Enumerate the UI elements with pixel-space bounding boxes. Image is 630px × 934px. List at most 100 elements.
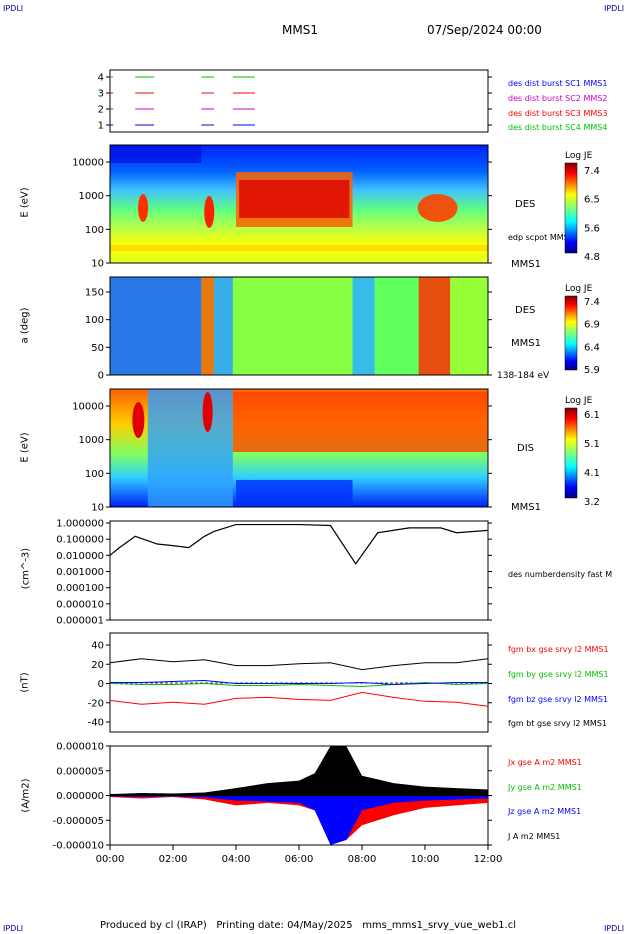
colorbar-dis: 6.1 5.1 4.1 3.2 bbox=[564, 407, 600, 508]
field-legend-bz: fgm bz gse srvy l2 MMS1 bbox=[508, 695, 609, 704]
colorbar-pa: 7.4 6.9 6.4 5.9 bbox=[564, 295, 600, 376]
dis-ytick-label: 1000 bbox=[79, 435, 104, 446]
cb3-tick-label: 3.2 bbox=[584, 497, 600, 508]
pa-stripe bbox=[213, 277, 233, 375]
pa-stripe bbox=[352, 277, 375, 375]
des-core-region bbox=[239, 180, 350, 218]
burst-ytick-label: 1 bbox=[98, 121, 104, 132]
current-legend-jx: Jx gse A m2 MMS1 bbox=[508, 758, 582, 767]
des-blob bbox=[138, 194, 149, 222]
pa-stripe bbox=[110, 277, 202, 375]
colorbar3-title: Log JE bbox=[565, 396, 593, 406]
pa-ytick-label: 100 bbox=[85, 315, 104, 326]
pa-stripe bbox=[201, 277, 214, 375]
colorbar-des: 7.4 6.5 5.6 4.8 bbox=[564, 162, 600, 263]
density-line bbox=[109, 523, 489, 565]
des-spacecraft-label: MMS1 bbox=[511, 259, 541, 270]
field-ytick-label: 20 bbox=[91, 660, 104, 671]
mission-title: MMS1 bbox=[282, 23, 318, 37]
burst-legend-sc4: des dist burst SC4 MMS4 bbox=[508, 123, 608, 132]
cb3-tick-label: 5.1 bbox=[584, 439, 600, 450]
dens-ytick-label: 0.000010 bbox=[56, 599, 104, 610]
pa-ytick-label: 150 bbox=[85, 288, 104, 299]
pa-ytick-label: 50 bbox=[91, 343, 104, 354]
field-ytick-label: 0 bbox=[98, 679, 104, 690]
dens-ytick-label: 0.001000 bbox=[56, 567, 104, 578]
des-ytick-label: 10000 bbox=[72, 158, 104, 169]
dens-ytick-label: 0.000100 bbox=[56, 583, 104, 594]
cb2-tick-label: 6.4 bbox=[584, 342, 600, 353]
cb2-tick-label: 5.9 bbox=[584, 365, 600, 376]
dis-quiet-region bbox=[147, 389, 233, 507]
dis-low-band bbox=[236, 480, 353, 507]
burst-ytick-label: 3 bbox=[98, 89, 104, 100]
des-blob bbox=[417, 194, 458, 222]
scpot-label: edp scpot MMS1 bbox=[508, 233, 574, 242]
xtick-label: 08:00 bbox=[348, 854, 377, 865]
des-ytick-label: 100 bbox=[85, 225, 104, 236]
des-blob bbox=[204, 196, 215, 228]
field-ytick-label: -40 bbox=[88, 718, 104, 729]
field-legend-by: fgm by gse srvy l2 MMS1 bbox=[508, 670, 609, 679]
cb1-tick-label: 4.8 bbox=[584, 252, 600, 263]
corner-mark-top-left: IPDLI bbox=[3, 4, 24, 13]
cur-ytick-label: 0.000005 bbox=[56, 766, 104, 777]
dens-ytick-label: 1.000000 bbox=[56, 519, 104, 530]
field-panel: 40 20 0 -20 -40 bbox=[88, 632, 492, 733]
xtick-label: 04:00 bbox=[222, 854, 251, 865]
density-legend: des numberdensity fast M bbox=[508, 570, 613, 579]
cur-ytick-label: -0.000005 bbox=[53, 816, 104, 827]
burst-ytick-label: 4 bbox=[98, 73, 104, 84]
xtick-label: 10:00 bbox=[411, 854, 440, 865]
field-legend-bx: fgm bx gse srvy l2 MMS1 bbox=[508, 645, 609, 654]
jx-area bbox=[110, 795, 488, 841]
burst-legend-sc2: des dist burst SC2 MMS2 bbox=[508, 94, 608, 103]
corner-mark-bottom-right: IPDLI bbox=[604, 924, 625, 933]
des-low-flux bbox=[110, 145, 202, 163]
cb3-tick-label: 6.1 bbox=[584, 410, 600, 421]
xtick-label: 12:00 bbox=[474, 854, 503, 865]
date-time: 07/Sep/2024 00:00 bbox=[427, 23, 542, 37]
dis-blob bbox=[132, 402, 145, 438]
current-legend-jy: Jy gse A m2 MMS1 bbox=[508, 783, 582, 792]
colorbar1-title: Log JE bbox=[565, 151, 593, 161]
dis-spacecraft-label: MMS1 bbox=[511, 502, 541, 513]
cb1-tick-label: 7.4 bbox=[584, 166, 600, 177]
density-panel: 1.000000 0.100000 0.010000 0.001000 0.000100… bbox=[56, 519, 492, 627]
field-legend-bt: fgm bt gse srvy l2 MMS1 bbox=[508, 719, 607, 728]
field-ytick-label: -20 bbox=[88, 698, 104, 709]
des-ytick-label: 1000 bbox=[79, 191, 104, 202]
bx-line bbox=[109, 691, 489, 707]
cb3-tick-label: 4.1 bbox=[584, 468, 600, 479]
cb2-tick-label: 7.4 bbox=[584, 297, 600, 308]
dis-ytick-label: 10 bbox=[91, 503, 104, 514]
cur-ytick-label: 0.000010 bbox=[56, 742, 104, 753]
time-axis: 00:00 02:00 04:00 06:00 08:00 10:00 12:00 bbox=[96, 845, 503, 865]
cur-ytick-label: 0.000000 bbox=[56, 791, 104, 802]
current-legend-jz: Jz gse A m2 MMS1 bbox=[508, 807, 582, 816]
colorbar2-title: Log JE bbox=[565, 284, 593, 294]
dis-energy-panel: 10000 1000 100 10 bbox=[72, 388, 492, 514]
corner-mark-top-right: IPDLI bbox=[604, 4, 625, 13]
dens-ytick-label: 0.010000 bbox=[56, 551, 104, 562]
burst-legend-sc1: des dist burst SC1 MMS1 bbox=[508, 79, 608, 88]
des-instrument-label: DES bbox=[515, 199, 536, 210]
field-ytick-label: 40 bbox=[91, 641, 104, 652]
dis-ytick-label: 10000 bbox=[72, 402, 104, 413]
cb2-tick-label: 6.9 bbox=[584, 320, 600, 331]
bt-line bbox=[109, 658, 489, 671]
pa-ytick-label: 0 bbox=[98, 371, 104, 382]
des-energy-panel: 10000 1000 100 10 bbox=[72, 144, 492, 270]
corner-mark-bottom-left: IPDLI bbox=[3, 924, 24, 933]
xtick-label: 06:00 bbox=[285, 854, 314, 865]
burst-panel: 4 3 2 1 bbox=[98, 69, 492, 133]
dis-ytick-label: 100 bbox=[85, 469, 104, 480]
dis-hot-region bbox=[232, 392, 488, 452]
dens-ytick-label: 0.100000 bbox=[56, 535, 104, 546]
current-panel: 0.000010 0.000005 0.000000 -0.000005 -0.0000… bbox=[53, 742, 492, 852]
dis-blob bbox=[202, 392, 213, 432]
dis-instrument-label: DIS bbox=[517, 443, 534, 454]
current-legend-j: J A m2 MMS1 bbox=[508, 832, 561, 841]
j-magnitude-area bbox=[110, 746, 488, 796]
